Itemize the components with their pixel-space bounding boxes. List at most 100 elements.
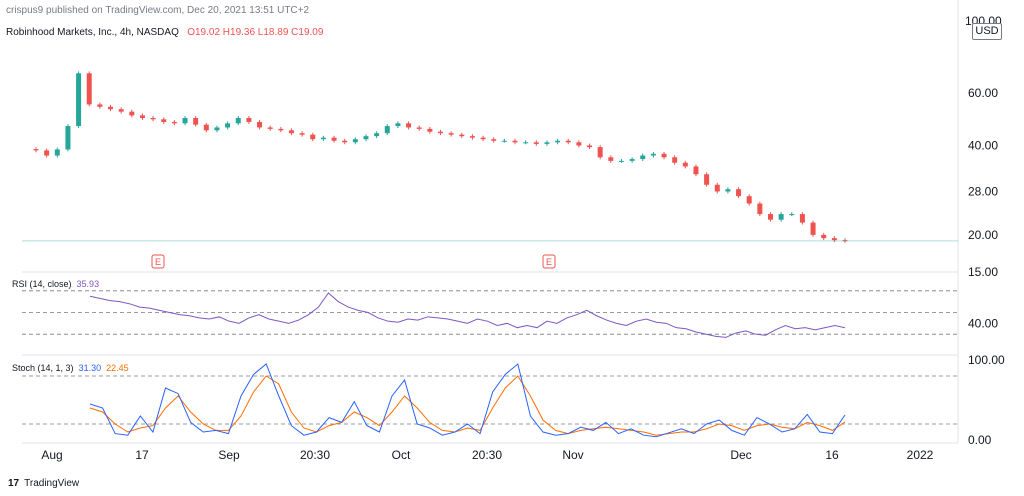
time-tick-label: 17	[135, 448, 149, 462]
candle-body	[108, 106, 114, 110]
candle-body	[182, 117, 188, 124]
candle-body	[129, 111, 135, 116]
candle-body	[395, 123, 401, 127]
candle-body	[76, 73, 82, 127]
candle-body	[161, 119, 167, 122]
candle-body	[118, 109, 124, 112]
candle-body	[799, 214, 805, 223]
candle-body	[448, 133, 454, 135]
candle-body	[97, 104, 103, 107]
candle-body	[416, 127, 422, 129]
price-tick-label: 60.00	[968, 86, 998, 100]
stoch-pane: 0.00 100.00	[22, 353, 1005, 447]
time-tick-label: Sep	[218, 448, 240, 462]
candle-body	[491, 139, 497, 141]
candle-body	[288, 130, 294, 134]
candle-body	[320, 137, 326, 140]
candle-body	[672, 157, 678, 163]
candle-body	[693, 166, 699, 175]
candles-group	[33, 71, 848, 243]
candle-body	[767, 214, 773, 220]
candle-body	[789, 214, 795, 216]
candle-body	[778, 214, 784, 220]
candle-body	[310, 134, 316, 140]
candle-body	[246, 117, 252, 122]
price-axis: 15.00 20.00 28.00 40.00 60.00	[22, 86, 998, 279]
candle-body	[704, 174, 710, 185]
currency-button[interactable]: USD	[972, 23, 1002, 40]
candle-body	[608, 157, 614, 161]
time-tick-label: Aug	[41, 448, 62, 462]
candle-body	[139, 115, 145, 118]
candle-body	[438, 131, 443, 134]
candle-body	[810, 222, 816, 235]
rsi-pane: 40.00	[22, 290, 998, 338]
candle-body	[427, 128, 433, 132]
earnings-badge-label: E	[546, 257, 552, 267]
rsi-tick-label: 40.00	[968, 316, 998, 330]
rsi-line	[89, 292, 846, 338]
time-axis: Aug 17 Sep 20:30 Oct 20:30 Nov Dec 16 2022	[41, 448, 933, 462]
candle-body	[523, 142, 529, 144]
rsi-value: 35.93	[76, 279, 100, 289]
tradingview-logo-icon: 17	[8, 478, 20, 489]
candle-body	[576, 142, 582, 146]
candle-body	[682, 162, 688, 167]
candle-body	[831, 238, 837, 241]
time-tick-label: 20:30	[300, 448, 330, 462]
stoch-legend: Stoch (14, 1, 3) 31.30 22.45	[12, 363, 129, 373]
rsi-legend: RSI (14, close) 35.93	[12, 279, 99, 289]
candle-body	[54, 149, 60, 156]
candle-body	[618, 160, 624, 162]
candle-body	[406, 123, 412, 128]
candle-body	[640, 155, 646, 160]
candle-body	[33, 149, 39, 151]
candle-body	[736, 189, 742, 197]
stoch-k-line	[89, 363, 846, 438]
earnings-badge-label: E	[155, 257, 161, 267]
candle-body	[725, 189, 731, 192]
candle-body	[821, 234, 827, 239]
time-tick-label: Dec	[730, 448, 751, 462]
candle-body	[225, 123, 231, 128]
stoch-d-line	[89, 375, 846, 436]
candle-body	[44, 150, 50, 156]
candle-body	[544, 142, 550, 144]
time-tick-label: Oct	[392, 448, 411, 462]
candle-body	[203, 124, 209, 131]
candle-body	[86, 73, 92, 105]
earnings-badge	[542, 254, 556, 269]
candle-body	[512, 140, 518, 143]
candle-body	[214, 127, 220, 131]
candle-body	[565, 140, 571, 143]
earnings-badge	[151, 254, 165, 269]
candle-body	[661, 153, 667, 158]
candle-body	[597, 147, 603, 158]
tradingview-logo[interactable]: 17 TradingView	[8, 478, 79, 489]
symbol-name: Robinhood Markets, Inc., 4h, NASDAQ	[6, 27, 179, 38]
candle-body	[629, 159, 635, 161]
candle-body	[555, 140, 561, 143]
candle-body	[533, 142, 539, 144]
price-tick-label: 15.00	[968, 265, 998, 279]
price-tick-label: 40.00	[968, 138, 998, 152]
time-tick-label: 16	[825, 448, 839, 462]
rsi-name: RSI (14, close)	[12, 279, 72, 289]
stoch-name: Stoch (14, 1, 3)	[12, 363, 74, 373]
stoch-tick-label: 0.00	[968, 433, 992, 447]
candle-body	[650, 153, 656, 156]
candle-body	[384, 126, 390, 134]
ohlc-values: O19.02 H19.36 L18.89 C19.09	[187, 27, 324, 38]
candle-body	[299, 133, 305, 135]
candle-body	[469, 136, 475, 138]
candle-body	[352, 139, 358, 143]
stoch-k-value: 31.30	[78, 363, 102, 373]
price-tick-label: 28.00	[968, 184, 998, 198]
candle-body	[459, 134, 465, 137]
time-tick-label: 20:30	[472, 448, 502, 462]
candle-body	[193, 117, 199, 125]
stoch-tick-label: 100.00	[968, 353, 1005, 367]
candle-body	[171, 121, 177, 124]
